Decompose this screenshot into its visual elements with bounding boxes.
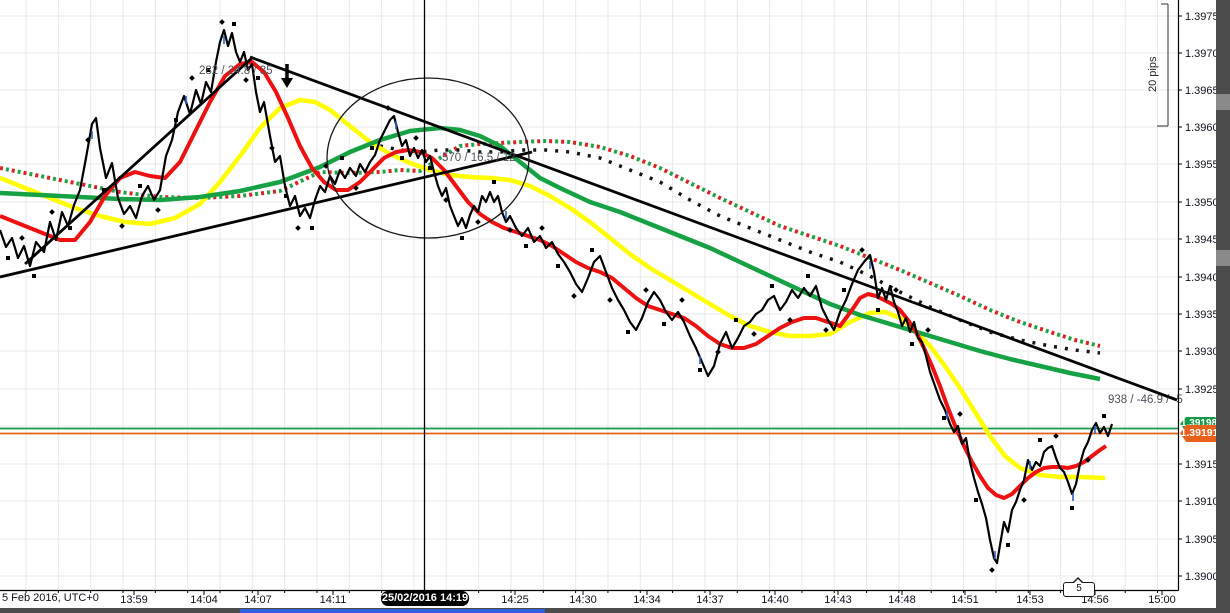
time-tick-label: 14:51 [951,594,979,606]
time-tick-label: 14:34 [633,594,661,606]
price-tick-label: 1.39600 [1185,122,1225,134]
annotations-under: 938 / -46.9 / -5 [1108,394,1183,406]
price-tick-label: 1.39550 [1185,159,1225,171]
trendline-ascending-shallow[interactable] [0,150,533,279]
price-axis-labels: 1.39750 1.39700 1.39650 1.39600 1.39550 1.395… [1178,11,1225,583]
price-tick-label: 1.39750 [1185,11,1225,23]
balloon-pointer-fill-icon [1073,579,1083,584]
time-tick-label: 15:00 [1148,594,1176,606]
series-ma-yellow [0,97,1106,481]
time-tick-label: 13:59 [120,594,148,606]
annotations-over: 282 / 24.8 / 35 570 / 16.5 / 12 [199,65,516,164]
time-tick-label: 14:11 [320,594,347,606]
trendline-descending-long[interactable] [249,55,1178,402]
crosshair-datetime-box[interactable]: 25/02/2016 14:19 [381,591,469,606]
measurement-annotation: 570 / 16.5 / 12 [442,152,516,164]
price-tick-label: 1.39150 [1185,459,1225,471]
bottom-edge-accent [240,609,545,613]
time-tick-label: 14:07 [244,594,272,606]
blue-tick-markers [91,36,1096,559]
price-tick-label: 1.39250 [1185,384,1225,396]
time-axis[interactable] [0,590,1178,606]
pips-range-label: 20 pips [1147,56,1159,92]
down-arrow-icon[interactable] [281,64,293,88]
series-ma-red [0,60,1108,500]
bid-price-tag[interactable]: 1.39191 [1180,424,1219,442]
price-tick-label: 1.39450 [1185,234,1225,246]
series-dotted-black [379,144,1101,355]
time-tick-label: 14:53 [1016,594,1044,606]
measurement-annotation: 282 / 24.8 / 35 [199,65,273,77]
time-tick-label: 14:48 [888,594,916,606]
price-tick-label: 1.39700 [1185,48,1225,60]
time-tick-label: 14:40 [761,594,789,606]
price-tick-label: 1.39400 [1185,272,1225,284]
trendlines[interactable] [0,55,1178,402]
scrollbar-segment[interactable] [1216,250,1230,266]
price-tick-label: 1.39350 [1185,309,1225,321]
price-tick-label: 1.39050 [1185,534,1225,546]
ellipse-annotation[interactable] [326,77,530,239]
price-axis[interactable] [1178,0,1216,590]
time-tick-label: 14:30 [569,594,597,606]
axes [0,0,1180,593]
window-bottom-edge-bar [0,608,1216,613]
series-dotted-pair-green [0,139,1101,348]
price-tick-label: 1.39500 [1185,197,1225,209]
price-tick-label: 1.39000 [1185,571,1225,583]
time-tick-label: 14:56 [1081,594,1109,606]
window-right-edge-bar[interactable] [1216,0,1230,613]
series-ma-green [0,125,1101,382]
timeframe-balloon-label: 5 [1076,583,1082,594]
series-price [0,28,1114,565]
scrollbar-segment[interactable] [1216,94,1230,110]
timeframe-balloon[interactable]: 5 [1063,577,1095,597]
pips-range-bracket [1157,3,1169,127]
time-axis-labels: 13:59 14:04 14:07 14:11 14:25 14:30 14:34 14:37… [120,590,1176,606]
price-tick-label: 1.39300 [1185,346,1225,358]
time-tick-label: 14:04 [190,594,218,606]
time-tick-label: 14:43 [824,594,852,606]
grid [0,0,1178,590]
axis-date-label: 5 Feb 2016, UTC+0 [2,592,99,604]
bid-ask-lines[interactable] [0,427,1178,435]
time-tick-label: 14:25 [501,594,529,606]
measurement-annotation: 938 / -46.9 / -5 [1108,394,1183,406]
price-tick-label: 1.39650 [1185,85,1225,97]
trendline-ascending-steep[interactable] [24,55,254,266]
price-tick-label: 1.39100 [1185,496,1225,508]
time-tick-label: 14:37 [696,594,724,606]
